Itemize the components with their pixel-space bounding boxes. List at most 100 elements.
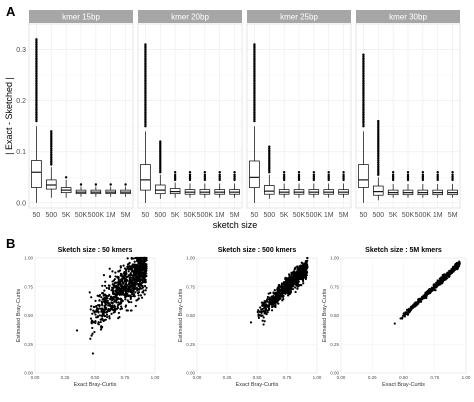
data-point	[257, 314, 260, 317]
data-point	[98, 295, 101, 298]
data-point	[140, 259, 144, 263]
outlier-point	[144, 67, 147, 70]
data-point	[426, 290, 429, 293]
outlier-point	[253, 50, 256, 53]
x-tick-label: 5M	[448, 212, 458, 219]
data-point	[142, 274, 145, 277]
box-1M	[105, 183, 116, 197]
outlier-point	[362, 107, 365, 111]
data-point	[123, 267, 127, 270]
outlier-point	[312, 171, 316, 174]
outlier-point	[35, 39, 38, 43]
data-point	[105, 294, 109, 298]
outlier-point	[406, 176, 410, 180]
facet-label: kmer 30bp	[389, 12, 427, 21]
data-point	[114, 271, 117, 274]
data-point	[137, 270, 140, 273]
scatter-x-tick: 0.25	[61, 375, 70, 380]
x-tick-label: 1M	[106, 212, 116, 219]
outlier-point	[35, 67, 38, 70]
data-point	[133, 279, 136, 282]
box-5M	[338, 171, 349, 198]
outlier-point	[362, 65, 365, 68]
outlier-point	[253, 99, 256, 102]
data-point	[129, 289, 132, 292]
scatter-points	[393, 260, 461, 325]
outlier-point	[377, 147, 380, 150]
data-point	[113, 305, 116, 309]
outlier-point	[253, 84, 256, 87]
data-point	[433, 288, 436, 292]
outlier-point	[362, 118, 365, 121]
outlier-point	[253, 58, 256, 61]
outlier-point	[253, 118, 256, 121]
outlier-point	[144, 89, 147, 92]
outlier-point	[451, 178, 454, 182]
outlier-point	[124, 183, 127, 186]
outlier-point	[253, 55, 256, 58]
data-point	[136, 291, 140, 295]
outlier-point	[312, 178, 316, 182]
data-point	[119, 272, 123, 275]
outlier-point	[35, 70, 38, 73]
outlier-point	[109, 183, 112, 186]
data-point	[429, 289, 432, 292]
outlier-point	[377, 173, 380, 176]
data-point	[305, 264, 309, 268]
box-500K	[199, 171, 211, 198]
data-point	[97, 321, 100, 324]
data-point	[126, 275, 129, 278]
outlier-point	[144, 119, 147, 123]
outlier-point	[144, 116, 147, 119]
outlier-point	[144, 63, 147, 67]
outlier-point	[253, 94, 256, 97]
data-point	[114, 284, 118, 287]
data-point	[119, 266, 122, 269]
outlier-point	[203, 178, 207, 182]
y-tick-label: 0.0	[16, 200, 26, 207]
outlier-point	[436, 175, 439, 178]
outlier-point	[233, 173, 236, 176]
data-point	[98, 299, 101, 302]
data-point	[108, 309, 112, 312]
data-point	[285, 281, 288, 284]
data-point	[144, 266, 147, 269]
outlier-point	[253, 102, 256, 106]
data-point	[102, 274, 106, 277]
data-point	[103, 293, 106, 296]
data-point	[270, 309, 274, 312]
outlier-point	[253, 106, 256, 109]
outlier-point	[253, 109, 256, 113]
outlier-point	[144, 94, 147, 97]
data-point	[134, 291, 137, 294]
outlier-point	[253, 114, 256, 118]
scatter-y-label: Estimated Bray-Curtis	[16, 289, 22, 343]
outlier-point	[144, 99, 147, 102]
data-point	[97, 322, 100, 326]
data-point	[91, 326, 94, 330]
outlier-point	[144, 48, 147, 51]
scatter-y-label: Estimated Bray-Curtis	[178, 289, 184, 343]
data-point	[405, 312, 409, 316]
data-point	[266, 305, 269, 308]
data-point	[256, 310, 259, 314]
data-point	[141, 271, 144, 275]
data-point	[125, 270, 128, 274]
data-point	[100, 296, 103, 299]
outlier-point	[377, 142, 380, 145]
outlier-point	[377, 165, 380, 168]
box-50	[140, 43, 151, 203]
outlier-point	[362, 58, 365, 61]
data-point	[436, 279, 439, 282]
data-point	[287, 283, 290, 287]
outlier-point	[362, 55, 365, 58]
data-point	[103, 289, 106, 292]
outlier-point	[35, 60, 38, 63]
x-tick-label: 50	[33, 212, 41, 219]
outlier-point	[253, 87, 256, 90]
outlier-point	[35, 106, 38, 109]
data-point	[105, 315, 109, 319]
outlier-point	[144, 114, 147, 118]
outlier-point	[35, 96, 38, 99]
outlier-point	[362, 63, 365, 67]
